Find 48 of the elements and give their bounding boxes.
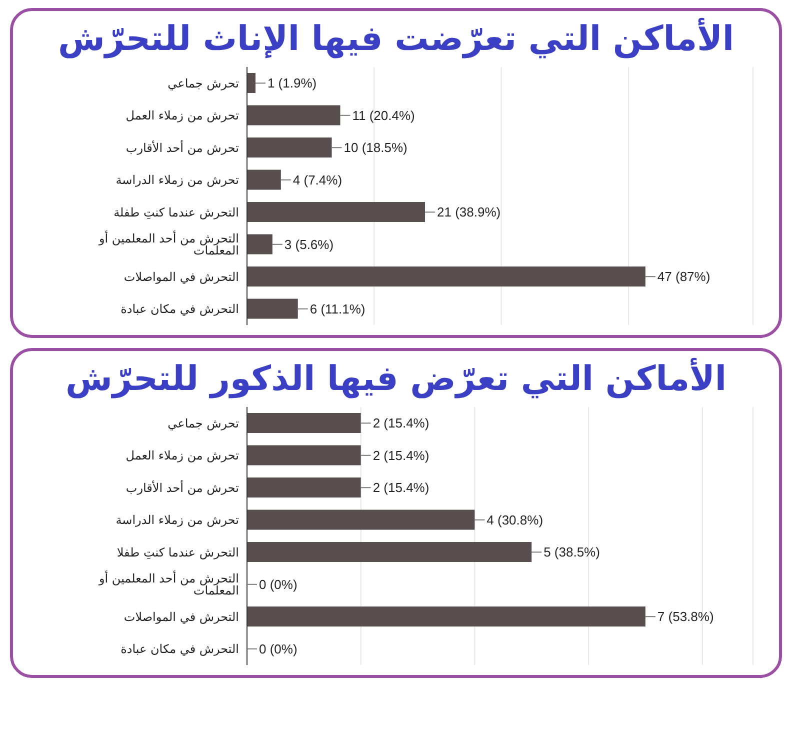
y-tick-label: تحرش جماعي bbox=[168, 76, 239, 90]
bar bbox=[247, 445, 361, 466]
bar bbox=[247, 542, 532, 562]
data-label: 3 (5.6%) bbox=[284, 236, 334, 252]
y-tick-label: تحرش من زملاء الدراسة bbox=[116, 173, 239, 188]
data-label: 0 (0%) bbox=[259, 641, 298, 656]
chart-title: الأماكن التي تعرّضت فيها الإناث للتحرّش bbox=[56, 17, 736, 61]
data-label: 2 (15.4%) bbox=[372, 448, 430, 463]
data-label: 47 (87%) bbox=[657, 269, 710, 284]
data-label: 2 (15.4%) bbox=[372, 480, 430, 496]
bar bbox=[247, 202, 426, 222]
bar bbox=[247, 105, 340, 126]
bar bbox=[247, 478, 361, 498]
chart-title: الأماكن التي تعرّض فيها الذكور للتحرّش bbox=[64, 357, 728, 401]
y-tick-label: التحرش في مكان عبادة bbox=[120, 302, 239, 316]
y-tick-label: تحرش من زملاء الدراسة bbox=[116, 513, 239, 528]
y-tick-label: تحرش جماعي bbox=[168, 416, 239, 430]
bar bbox=[247, 298, 298, 319]
bar bbox=[247, 606, 646, 626]
y-tick-label: التحرش في المواصلات bbox=[124, 610, 239, 624]
y-tick-label: التحرش في مكان عبادة bbox=[120, 642, 239, 656]
data-label: 4 (30.8%) bbox=[486, 512, 544, 528]
data-label: 11 (20.4%) bbox=[352, 108, 415, 123]
y-tick-label: التحرش عندما كنتِ طفلا bbox=[116, 545, 239, 560]
data-label: 10 (18.5%) bbox=[344, 140, 408, 156]
bar bbox=[247, 138, 332, 158]
y-tick-label: التحرش من أحد المعلمين أو المعلمات bbox=[98, 230, 239, 258]
y-tick-label: تحرش من أحد الأقارب bbox=[126, 140, 239, 155]
y-tick-label: التحرش من أحد المعلمين أو المعلمات bbox=[98, 570, 239, 598]
y-tick-label: التحرش عندما كنتِ طفلة bbox=[114, 205, 239, 220]
data-label: 7 (53.8%) bbox=[657, 609, 714, 624]
y-tick-label: تحرش من أحد الأقارب bbox=[126, 480, 239, 495]
data-label: 5 (38.5%) bbox=[544, 544, 600, 560]
data-label: 21 (38.9%) bbox=[437, 204, 501, 220]
y-tick-label: تحرش من زملاء العمل bbox=[126, 448, 239, 463]
bar bbox=[247, 170, 281, 190]
data-label: 0 (0%) bbox=[259, 576, 298, 592]
data-label: 2 (15.4%) bbox=[372, 416, 430, 431]
data-label: 1 (1.9%) bbox=[267, 76, 317, 91]
bar bbox=[247, 73, 256, 93]
bar bbox=[247, 413, 361, 433]
bar bbox=[247, 234, 272, 254]
data-label: 6 (11.1%) bbox=[310, 301, 366, 316]
data-label: 4 (7.4%) bbox=[292, 172, 342, 188]
bar bbox=[247, 510, 475, 530]
bar bbox=[247, 266, 646, 286]
y-tick-label: تحرش من زملاء العمل bbox=[126, 108, 239, 123]
y-tick-label: التحرش في المواصلات bbox=[124, 270, 239, 284]
